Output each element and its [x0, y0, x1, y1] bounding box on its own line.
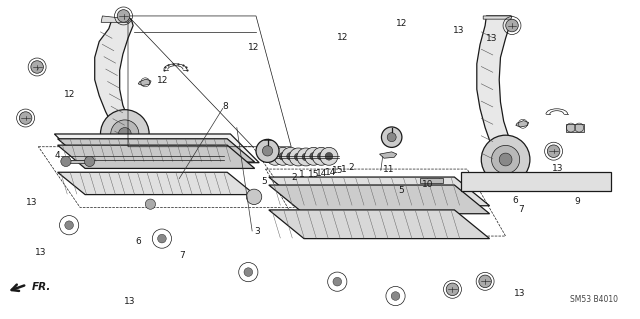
Circle shape	[297, 148, 315, 166]
Text: 6: 6	[136, 237, 141, 246]
Circle shape	[111, 120, 139, 148]
Text: 14: 14	[324, 168, 336, 177]
Circle shape	[506, 19, 518, 32]
Circle shape	[333, 277, 342, 286]
Text: 12: 12	[248, 43, 259, 52]
Text: 2: 2	[292, 173, 298, 182]
Circle shape	[294, 153, 302, 161]
Text: 13: 13	[124, 297, 135, 306]
Polygon shape	[58, 172, 255, 195]
Text: FR.: FR.	[32, 282, 51, 292]
Text: 12: 12	[337, 33, 349, 42]
Polygon shape	[516, 121, 529, 127]
Polygon shape	[58, 145, 255, 168]
Text: 13: 13	[35, 248, 47, 256]
Circle shape	[317, 152, 325, 160]
Text: 12: 12	[396, 19, 407, 28]
Text: 7: 7	[518, 205, 524, 214]
Circle shape	[157, 234, 166, 243]
Circle shape	[305, 147, 323, 165]
Circle shape	[266, 147, 284, 165]
Circle shape	[65, 221, 74, 230]
Circle shape	[279, 152, 287, 160]
Polygon shape	[101, 16, 131, 22]
Text: 5: 5	[261, 177, 267, 186]
Circle shape	[547, 145, 560, 158]
Circle shape	[499, 153, 512, 166]
Polygon shape	[483, 16, 512, 19]
Polygon shape	[54, 134, 259, 163]
Text: 8: 8	[223, 102, 228, 111]
Circle shape	[31, 61, 44, 73]
Circle shape	[479, 275, 492, 288]
Circle shape	[274, 147, 292, 165]
Text: 11: 11	[383, 165, 395, 174]
Circle shape	[287, 152, 294, 160]
Text: 10: 10	[422, 180, 434, 189]
Circle shape	[446, 283, 459, 296]
Text: 13: 13	[26, 198, 37, 207]
Polygon shape	[269, 210, 490, 239]
Text: 9: 9	[575, 197, 580, 206]
Circle shape	[310, 152, 317, 160]
Text: 15: 15	[332, 166, 344, 175]
Circle shape	[302, 153, 310, 161]
Circle shape	[117, 10, 130, 22]
Circle shape	[492, 145, 520, 174]
Polygon shape	[138, 79, 151, 85]
Circle shape	[282, 147, 300, 165]
Polygon shape	[58, 139, 255, 162]
Text: 5: 5	[398, 186, 404, 195]
Polygon shape	[66, 160, 90, 163]
Circle shape	[381, 127, 402, 147]
Circle shape	[100, 110, 149, 158]
Polygon shape	[380, 152, 397, 158]
Text: 13: 13	[486, 34, 498, 43]
Polygon shape	[420, 178, 443, 183]
Circle shape	[271, 152, 279, 160]
Circle shape	[312, 147, 330, 165]
Text: SM53 B4010: SM53 B4010	[570, 295, 618, 304]
Text: 3: 3	[255, 227, 260, 236]
Circle shape	[289, 148, 307, 166]
Text: 15: 15	[308, 170, 319, 179]
Text: 12: 12	[64, 90, 76, 99]
Circle shape	[325, 152, 333, 160]
Polygon shape	[269, 177, 490, 206]
Circle shape	[262, 146, 273, 156]
Circle shape	[84, 156, 95, 167]
Polygon shape	[269, 185, 490, 214]
Text: 1: 1	[340, 165, 346, 174]
Polygon shape	[566, 124, 584, 132]
Text: 1: 1	[299, 170, 305, 179]
Circle shape	[391, 292, 400, 300]
Circle shape	[19, 112, 32, 124]
Circle shape	[256, 139, 279, 162]
Polygon shape	[461, 172, 611, 191]
Text: 6: 6	[513, 196, 518, 205]
Circle shape	[61, 156, 71, 167]
Circle shape	[481, 135, 530, 184]
Circle shape	[118, 128, 131, 140]
Text: 14: 14	[316, 169, 328, 178]
Text: 4: 4	[54, 151, 60, 160]
Text: 13: 13	[514, 289, 525, 298]
Circle shape	[387, 133, 396, 142]
Text: 2: 2	[349, 163, 355, 172]
Circle shape	[244, 268, 253, 277]
Polygon shape	[477, 16, 525, 175]
Text: 12: 12	[157, 76, 169, 85]
Circle shape	[246, 189, 262, 204]
Text: 7: 7	[179, 251, 185, 260]
Text: 13: 13	[452, 26, 464, 35]
Polygon shape	[95, 19, 147, 160]
Circle shape	[320, 147, 338, 165]
Text: 13: 13	[552, 164, 564, 173]
Circle shape	[145, 199, 156, 209]
